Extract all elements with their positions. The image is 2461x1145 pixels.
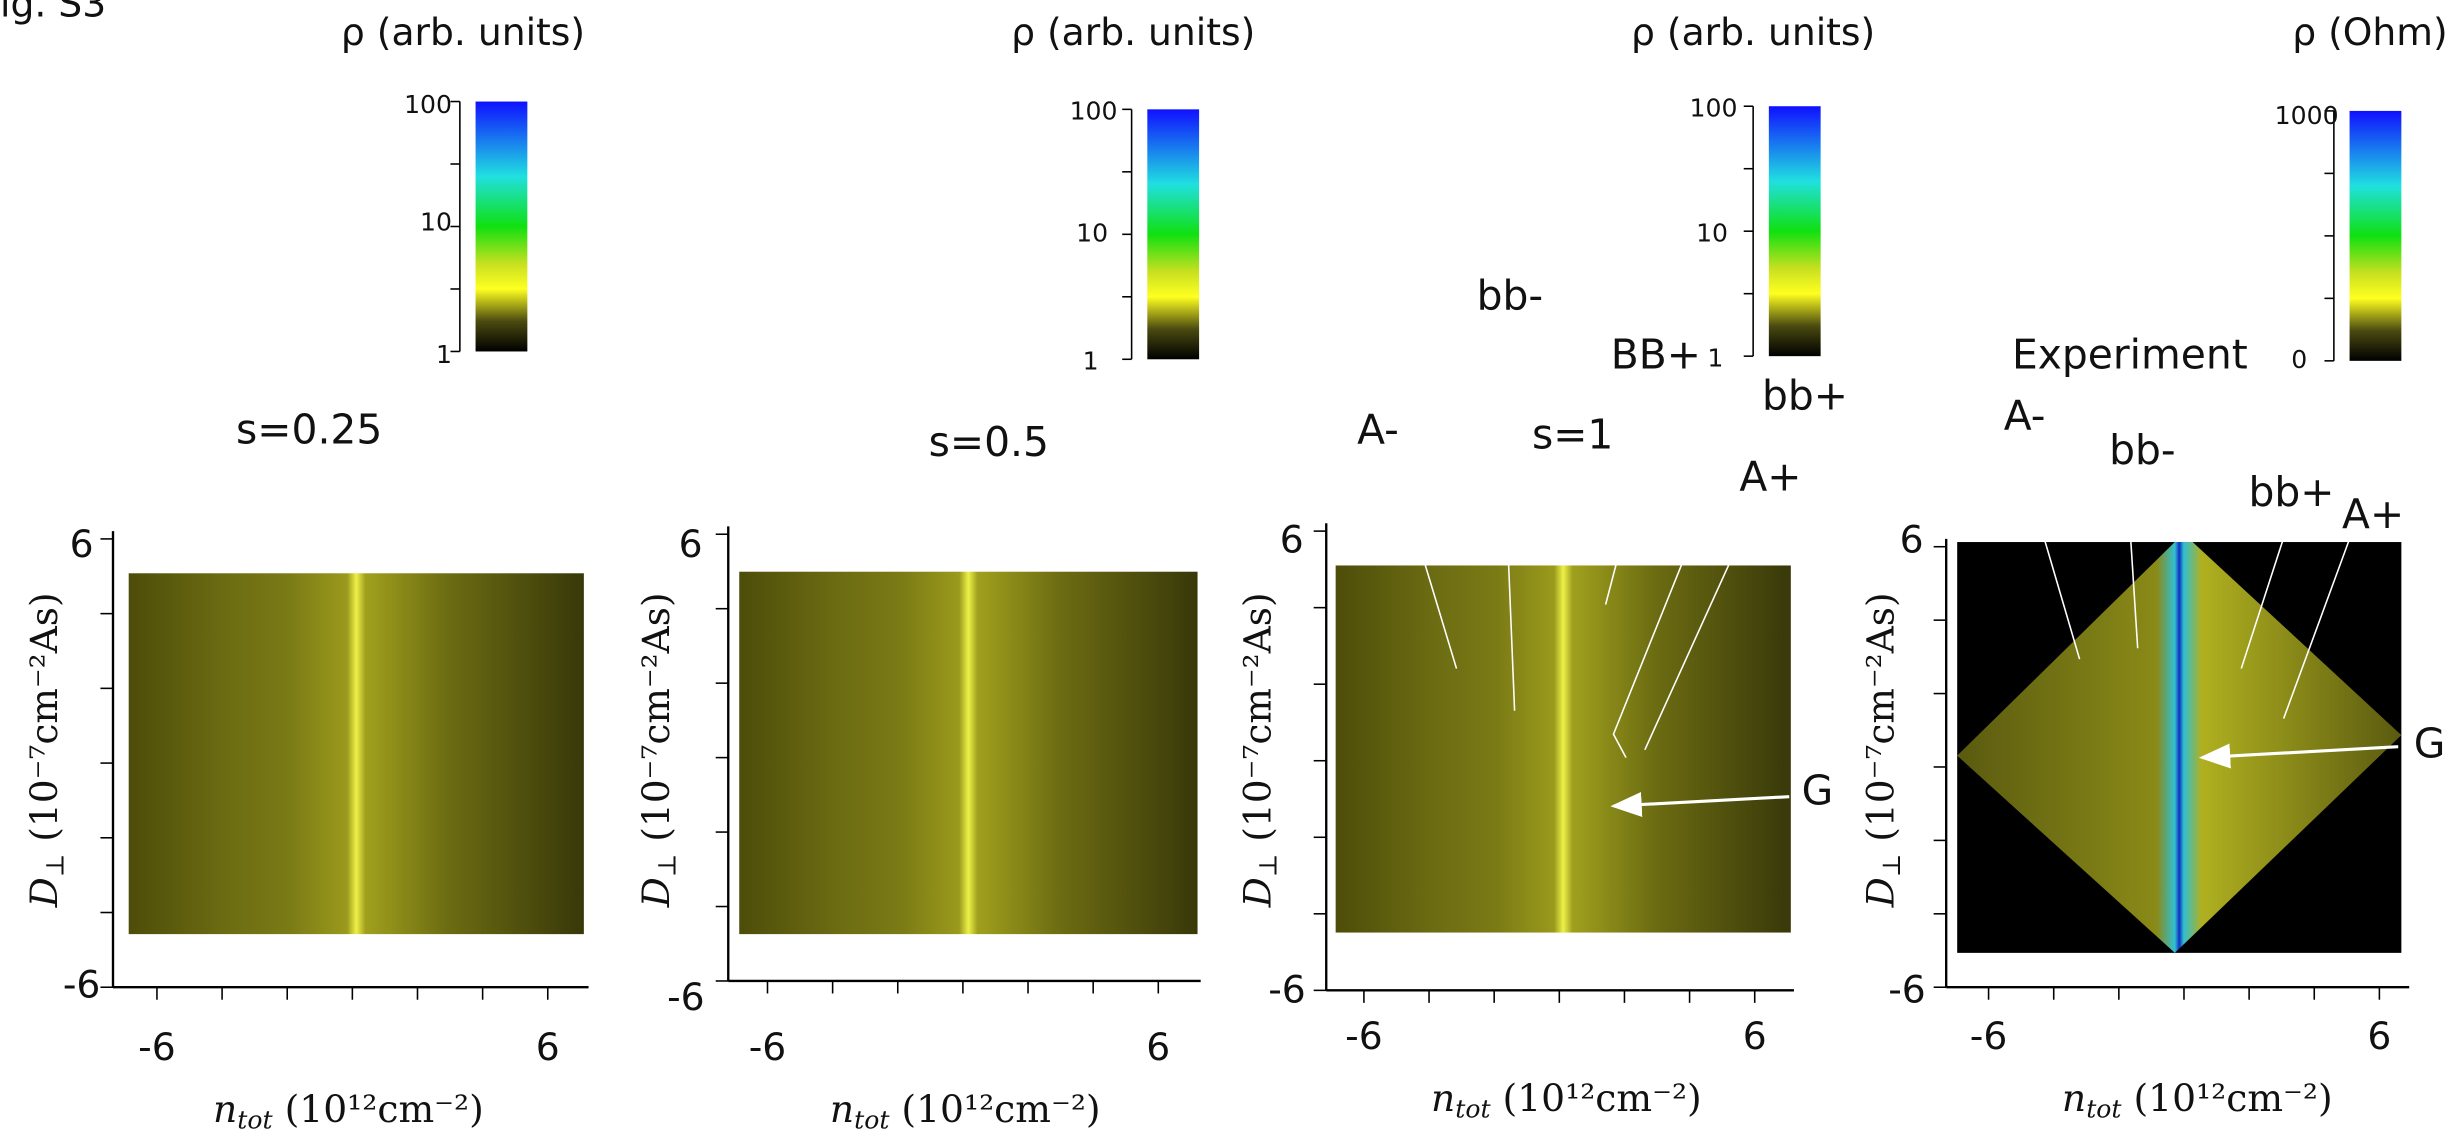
x-axis-title: ntot (10¹²cm⁻²) (830, 1087, 1101, 1134)
y-axis-title: D⊥ (10⁻⁷cm⁻²As) (1858, 592, 1906, 908)
axis-symbol: n (2062, 1076, 2086, 1120)
x-tick-label: 6 (536, 1025, 560, 1069)
axis-unit: (10¹²cm⁻²) (2122, 1076, 2333, 1120)
heatmap (739, 571, 1198, 935)
x-tick-label: 6 (2367, 1014, 2391, 1058)
y-tick-label: 6 (1900, 518, 1924, 562)
colorbar-tick-label: 10 (1076, 218, 1108, 247)
colorbar (475, 101, 528, 352)
annotation: A+ (1739, 453, 1801, 501)
colorbar-tick-label: 1000 (2275, 101, 2339, 130)
colorbar-tick-label: 10 (1696, 218, 1728, 247)
x-axis-title: ntot (10¹²cm⁻²) (213, 1087, 484, 1134)
leader-line (2125, 476, 2139, 649)
axis-unit: (10¹²cm⁻²) (889, 1087, 1100, 1131)
leader-line (1498, 324, 1516, 711)
axis-symbol: D (1858, 877, 1902, 908)
annotation: A- (2004, 392, 2046, 440)
x-tick-label: -6 (138, 1025, 176, 1069)
leader-line (2240, 523, 2290, 669)
x-tick-label: 6 (1743, 1014, 1767, 1058)
panel-label: Experiment (2012, 331, 2248, 379)
y-tick-label: -6 (667, 975, 705, 1019)
heatmap (128, 573, 584, 935)
colorbar-tick-label: 100 (1070, 97, 1118, 126)
axis-unit: (10⁻⁷cm⁻²As) (634, 592, 678, 853)
axis-symbol: n (1431, 1076, 1455, 1120)
leader-line (1644, 507, 1756, 751)
y-tick-label: 6 (70, 522, 94, 566)
colorbar-tick-label: 100 (1690, 93, 1738, 122)
leader-line (2282, 538, 2351, 719)
annotation: G (2414, 720, 2446, 768)
colorbar-tick-label: 1 (436, 340, 452, 369)
axis-subscript: tot (2086, 1094, 2122, 1123)
axis-symbol: n (213, 1087, 237, 1131)
colorbar-tick-label: 0 (2291, 345, 2307, 374)
heatmap (1957, 542, 2402, 953)
annotation: bb+ (2248, 468, 2334, 516)
colorbar-tick-label: 100 (404, 90, 452, 119)
y-tick-label: -6 (1888, 967, 1926, 1011)
y-tick-label: 6 (679, 522, 703, 566)
axis-unit: (10⁻⁷cm⁻²As) (1858, 592, 1902, 853)
x-tick-label: 6 (1146, 1025, 1170, 1069)
axis-unit: (10⁻⁷cm⁻²As) (22, 592, 66, 853)
heatmap (1335, 565, 1791, 933)
leader-line (1604, 382, 1665, 605)
annotation: bb- (1477, 271, 1544, 319)
x-tick-label: -6 (1345, 1014, 1383, 1058)
colorbar-title: ρ (arb. units) (1011, 10, 1255, 54)
y-axis-title: D⊥ (10⁻⁷cm⁻²As) (22, 592, 70, 908)
panel-label: s=0.25 (236, 406, 382, 454)
axis-symbol: D (1235, 877, 1279, 908)
axis-unit: (10⁻⁷cm⁻²As) (1235, 592, 1279, 853)
annotation: A+ (2342, 490, 2404, 538)
x-axis-title: ntot (10¹²cm⁻²) (2062, 1076, 2333, 1123)
colorbar-title: ρ (Ohm) (2292, 10, 2447, 54)
axis-unit: (10¹²cm⁻²) (273, 1087, 484, 1131)
panel-label: s=1 (1532, 410, 1613, 458)
arrow (2198, 743, 2399, 769)
colorbar (2349, 110, 2402, 361)
annotation: BB+ (1611, 331, 1701, 379)
x-tick-label: -6 (749, 1025, 787, 1069)
colorbar-tick-label: 1 (1083, 346, 1099, 375)
axis-symbol: D (634, 877, 678, 908)
y-axis-title: D⊥ (10⁻⁷cm⁻²As) (1235, 592, 1283, 908)
annotation: bb- (2109, 426, 2176, 474)
y-axis-title: D⊥ (10⁻⁷cm⁻²As) (634, 592, 682, 908)
annotation: G (1802, 767, 1834, 815)
axis-subscript: ⊥ (40, 854, 69, 878)
y-tick-label: -6 (63, 963, 101, 1007)
axis-subscript: tot (237, 1105, 273, 1134)
colorbar (1768, 106, 1821, 357)
leader-line (1612, 413, 1743, 758)
axis-subscript: tot (854, 1105, 890, 1134)
x-axis-title: ntot (10¹²cm⁻²) (1431, 1076, 1702, 1123)
arrow (1610, 792, 1790, 818)
leader-line (2016, 444, 2081, 660)
colorbar-title: ρ (arb. units) (1631, 10, 1875, 54)
axis-subscript: tot (1455, 1094, 1491, 1123)
axis-symbol: n (830, 1087, 854, 1131)
axis-subscript: ⊥ (1253, 854, 1282, 878)
annotation: bb+ (1762, 371, 1848, 419)
colorbar-title: ρ (arb. units) (341, 10, 585, 54)
panel-label: s=0.5 (929, 418, 1049, 466)
axis-unit: (10¹²cm⁻²) (1491, 1076, 1702, 1120)
x-tick-label: -6 (1970, 1014, 2008, 1058)
axis-symbol: D (22, 877, 66, 908)
y-tick-label: 6 (1280, 518, 1304, 562)
leader-line (1392, 460, 1458, 669)
figure-label: ig. S3 (0, 0, 106, 26)
axis-subscript: ⊥ (1876, 854, 1905, 878)
annotation: A- (1357, 406, 1399, 454)
axis-subscript: ⊥ (652, 854, 681, 878)
colorbar (1147, 109, 1200, 360)
colorbar-tick-label: 10 (420, 207, 452, 236)
y-tick-label: -6 (1268, 967, 1306, 1011)
colorbar-tick-label: 1 (1707, 343, 1723, 372)
